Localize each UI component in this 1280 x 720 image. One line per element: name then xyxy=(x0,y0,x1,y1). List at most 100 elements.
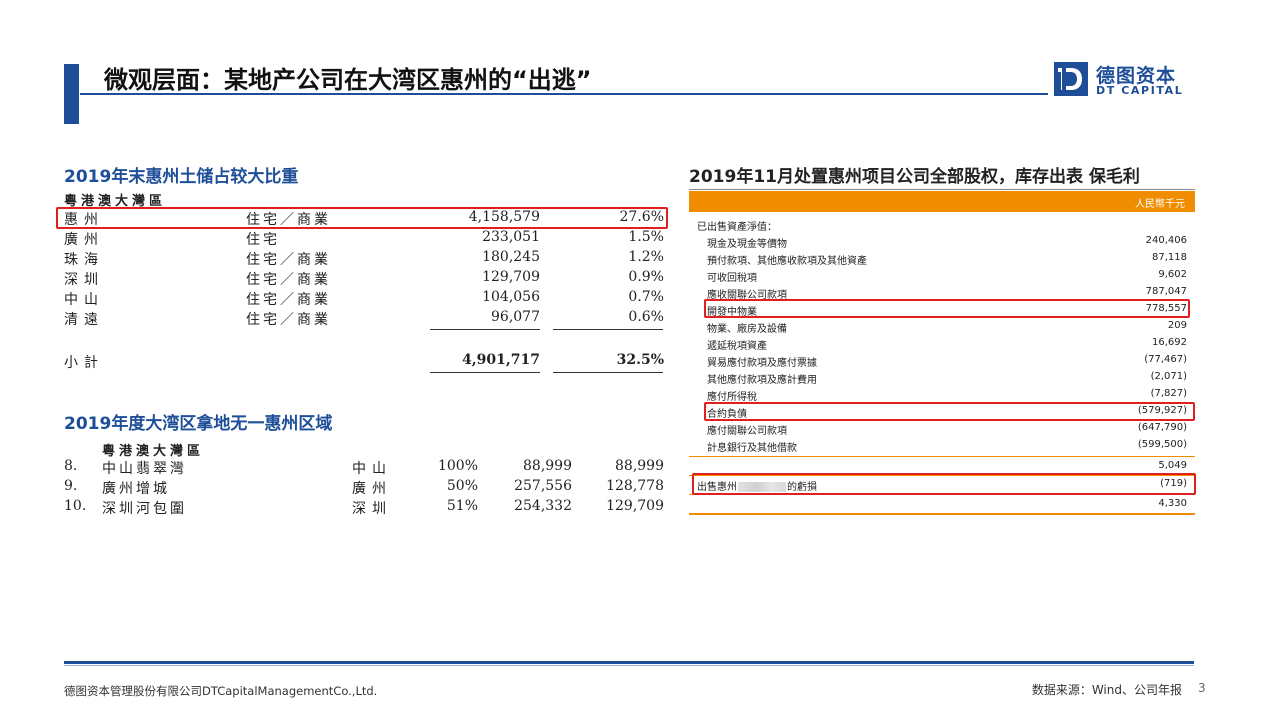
page-number: 3 xyxy=(1198,681,1206,695)
index-cell: 8. xyxy=(64,458,78,474)
disposal-loss-highlight xyxy=(692,473,1196,495)
table-row: 9. 廣州增城 廣州 50% 257,556 128,778 xyxy=(62,477,666,497)
table-row: 合約負債 (579,927) xyxy=(689,403,1195,420)
row-value: (599,500) xyxy=(1137,439,1187,450)
table-row: 遞延稅項資產 16,692 xyxy=(689,335,1195,352)
gfa-cell: 88,999 xyxy=(523,458,572,474)
area-cell: 129,709 xyxy=(482,269,540,285)
row-label: 合約負債 xyxy=(707,409,747,420)
row-value: 9,602 xyxy=(1158,269,1187,280)
row-value: (647,790) xyxy=(1137,422,1187,433)
property-under-development-highlight xyxy=(704,299,1190,318)
row-value: 87,118 xyxy=(1152,252,1187,263)
loss-value: (719) xyxy=(1160,478,1187,489)
use-type-cell: 住宅／商業 xyxy=(246,212,331,228)
city-cell: 廣州 xyxy=(64,232,104,248)
table-row: 現金及現金等價物 240,406 xyxy=(689,233,1195,250)
subtotal-area: 4,901,717 xyxy=(462,352,540,368)
table-row: 應收關聯公司款項 787,047 xyxy=(689,284,1195,301)
use-type-cell: 住宅／商業 xyxy=(246,292,331,308)
project-name-cell: 廣州增城 xyxy=(102,481,170,497)
footer-company: 德图资本管理股份有限公司DTCapitalManagementCo.,Ltd. xyxy=(64,684,378,698)
row-label: 計息銀行及其他借款 xyxy=(707,443,797,454)
row-label: 遞延稅項資產 xyxy=(707,341,767,352)
table-row: 中山 住宅／商業 104,056 0.7% xyxy=(62,288,666,308)
row-label: 應付所得稅 xyxy=(707,392,757,403)
row-value: 787,047 xyxy=(1145,286,1187,297)
row-label: 應收關聯公司款項 xyxy=(707,290,787,301)
city-cell: 深圳 xyxy=(352,501,392,517)
row-value: 16,692 xyxy=(1152,337,1187,348)
land-bank-table: 惠州 住宅／商業 4,158,579 27.6% 廣州 住宅 233,051 1… xyxy=(62,208,666,328)
table-row: 廣州 住宅 233,051 1.5% xyxy=(62,228,666,248)
subtotal-row: 小計 4,901,717 32.5% xyxy=(62,352,666,372)
currency-header-band: 人民幣千元 xyxy=(689,191,1195,212)
footer-rule-thin xyxy=(64,665,1194,666)
table-row: 貿易應付款項及應付票據 (77,467) xyxy=(689,352,1195,369)
row-label: 應付關聯公司款項 xyxy=(707,426,787,437)
row-label: 預付款項、其他應收款項及其他資產 xyxy=(707,256,867,267)
land-bank-section-title: 2019年末惠州土储占较大比重 xyxy=(64,167,299,187)
land-bank-region-header: 粵港澳大灣區 xyxy=(64,194,167,209)
table-row: 開發中物業 778,557 xyxy=(689,301,1195,318)
loss-top-rule xyxy=(689,475,1195,476)
row-value: (77,467) xyxy=(1144,354,1187,365)
city-cell: 中山 xyxy=(64,292,104,308)
attributable-gfa-cell: 128,778 xyxy=(606,478,664,494)
row-value: (7,827) xyxy=(1150,388,1187,399)
area-cell: 104,056 xyxy=(482,289,540,305)
use-type-cell: 住宅／商業 xyxy=(246,272,331,288)
table-row: 珠海 住宅／商業 180,245 1.2% xyxy=(62,248,666,268)
city-cell: 惠州 xyxy=(64,212,104,228)
row-label: 已出售資產淨值： xyxy=(697,222,777,233)
use-type-cell: 住宅 xyxy=(246,232,280,248)
row-value: 778,557 xyxy=(1145,303,1187,314)
row-label: 可收回稅項 xyxy=(707,273,757,284)
acquisition-region-header: 粵港澳大灣區 xyxy=(102,444,205,459)
net-total-row: 5,049 xyxy=(689,458,1195,475)
area-total-rule xyxy=(430,372,540,373)
table-row: 應付所得稅 (7,827) xyxy=(689,386,1195,403)
table-row: 10. 深圳河包圍 深圳 51% 254,332 129,709 xyxy=(62,497,666,517)
disposal-loss-row: 出售惠州 的虧損 (719) xyxy=(689,476,1195,493)
city-cell: 廣州 xyxy=(352,481,392,497)
city-cell: 深圳 xyxy=(64,272,104,288)
table-row: 清遠 住宅／商業 96,077 0.6% xyxy=(62,308,666,328)
final-total-bottom-rule xyxy=(689,513,1195,515)
table-row: 深圳 住宅／商業 129,709 0.9% xyxy=(62,268,666,288)
row-value: (2,071) xyxy=(1150,371,1187,382)
area-cell: 233,051 xyxy=(482,229,540,245)
gfa-cell: 254,332 xyxy=(514,498,572,514)
area-cell: 96,077 xyxy=(491,309,540,325)
table-row: 惠州 住宅／商業 4,158,579 27.6% xyxy=(62,208,666,228)
subtotal-percent: 32.5% xyxy=(616,352,664,368)
loss-label-suffix: 的虧損 xyxy=(787,482,817,493)
dt-capital-logo: 德图资本 DT CAPITAL xyxy=(1054,60,1184,100)
dt-logo-icon xyxy=(1054,62,1088,96)
currency-label: 人民幣千元 xyxy=(1135,199,1185,210)
net-total-rule xyxy=(689,456,1195,457)
gfa-cell: 257,556 xyxy=(514,478,572,494)
project-name-cell: 深圳河包圍 xyxy=(102,501,187,517)
logo-english-name: DT CAPITAL xyxy=(1096,84,1184,97)
percent-cell: 1.5% xyxy=(628,229,664,245)
final-total-row: 4,330 xyxy=(689,496,1195,513)
use-type-cell: 住宅／商業 xyxy=(246,252,331,268)
row-label: 開發中物業 xyxy=(707,307,757,318)
project-name-cell: 中山翡翠灣 xyxy=(102,461,187,477)
percent-cell: 0.7% xyxy=(628,289,664,305)
page-title: 微观层面：某地产公司在大湾区惠州的“出逃” xyxy=(104,66,592,94)
row-label: 貿易應付款項及應付票據 xyxy=(707,358,817,369)
loss-label-prefix: 出售惠州 xyxy=(697,482,737,493)
logo-chinese-name: 德图资本 xyxy=(1096,65,1177,87)
share-cell: 100% xyxy=(437,458,478,474)
subtotal-label: 小計 xyxy=(64,355,104,371)
percent-total-rule xyxy=(553,372,663,373)
area-cell: 4,158,579 xyxy=(468,209,540,225)
table-row: 已出售資產淨值： xyxy=(689,216,1195,233)
table-top-rule xyxy=(689,189,1195,190)
huizhou-highlight-box xyxy=(56,207,668,229)
share-cell: 50% xyxy=(446,478,478,494)
percent-subtotal-rule xyxy=(553,329,663,330)
net-total-value: 5,049 xyxy=(1158,460,1187,471)
